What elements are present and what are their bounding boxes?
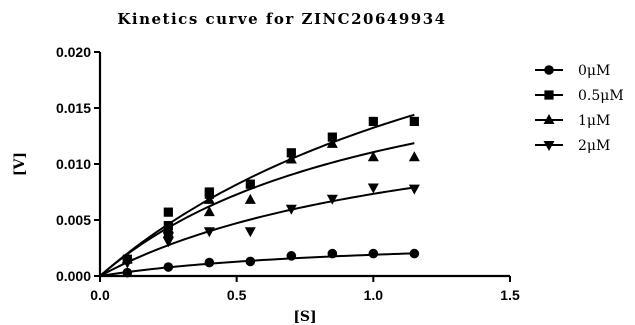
data-point (244, 227, 256, 238)
data-point (327, 132, 337, 142)
data-point (162, 232, 174, 243)
data-point (409, 116, 419, 127)
data-point (368, 116, 378, 127)
y-tick-label: 0.015 (56, 100, 91, 116)
fit-curve (99, 142, 415, 277)
data-point (368, 248, 379, 259)
chart-title: Kinetics curve for ZINC20649934 (117, 10, 446, 28)
y-axis-label: [V] (12, 152, 28, 176)
data-point (367, 151, 379, 162)
data-point (163, 207, 173, 217)
axes (98, 52, 510, 278)
x-ticks: 0.0 0.5 1.0 1.5 (90, 276, 520, 303)
data-point (286, 251, 297, 261)
data-point (245, 256, 256, 267)
legend-label: 2μM (578, 138, 610, 154)
data-point (367, 183, 379, 194)
legend-marker (543, 141, 555, 151)
fit-curves (99, 113, 415, 277)
data-point (286, 148, 296, 158)
y-ticks: 0.000 0.005 0.010 0.015 0.020 (56, 44, 100, 284)
data-point (204, 257, 215, 268)
legend-label: 1μM (578, 113, 610, 129)
data-point (326, 137, 338, 148)
data-point (326, 194, 338, 205)
data-point (203, 206, 215, 217)
y-tick-label: 0.020 (56, 44, 91, 60)
data-point (203, 227, 215, 238)
legend-label: 0.5μM (578, 88, 624, 104)
y-tick-label: 0.000 (56, 268, 91, 284)
x-tick-label: 0.5 (227, 287, 247, 303)
legend-marker (544, 90, 554, 100)
data-point (285, 204, 297, 215)
x-tick-label: 0.0 (90, 287, 110, 303)
y-tick-label: 0.010 (56, 156, 91, 172)
data-point (204, 187, 214, 197)
data-point (285, 153, 297, 164)
x-tick-label: 1.0 (364, 287, 384, 303)
fit-curve (99, 186, 415, 277)
x-tick-label: 1.5 (500, 287, 520, 303)
data-point (408, 151, 420, 162)
data-point (121, 258, 133, 269)
data-points (121, 116, 420, 278)
data-point (163, 262, 174, 272)
legend-label: 0μM (578, 63, 610, 79)
x-axis-label: [S] (293, 309, 316, 325)
legend-marker (544, 65, 554, 75)
fit-curve (99, 252, 415, 277)
data-point (327, 248, 338, 259)
data-point (244, 193, 256, 204)
data-point (122, 267, 133, 278)
data-point (409, 248, 420, 259)
data-point (203, 193, 215, 204)
data-point (408, 184, 420, 195)
fit-curve (99, 113, 415, 277)
legend: 0μM 0.5μM 1μM 2μM (535, 63, 624, 154)
y-tick-label: 0.005 (56, 212, 91, 228)
legend-marker (543, 114, 555, 124)
data-point (245, 179, 255, 189)
